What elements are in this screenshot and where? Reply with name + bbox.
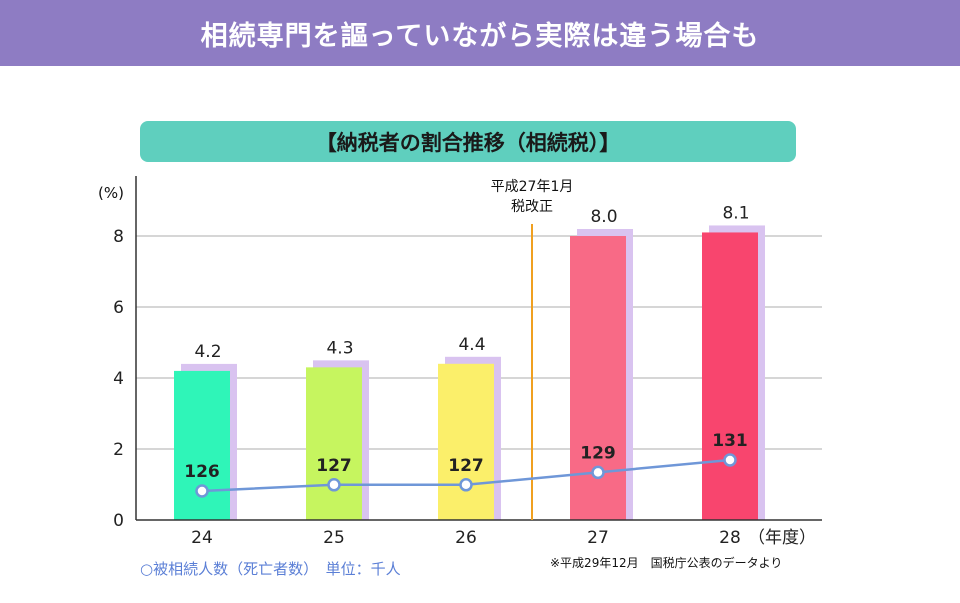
chart-title-box: 【納税者の割合推移（相続税）】 — [140, 121, 796, 162]
y-tick-label: 8 — [113, 227, 124, 247]
x-tick-label: 24 — [191, 528, 213, 548]
bar-value-label: 4.2 — [194, 342, 221, 362]
header-bar: 相続専門を謳っていながら実際は違う場合も — [0, 0, 960, 66]
reform-annotation-line1: 平成27年1月 — [491, 179, 574, 195]
decedent-point — [591, 465, 605, 480]
y-tick-label: 4 — [113, 369, 124, 389]
chart-title: 【納税者の割合推移（相続税）】 — [315, 130, 621, 155]
decedent-value-label: 129 — [580, 443, 616, 463]
bar — [702, 232, 758, 520]
x-unit-label: （年度） — [748, 528, 816, 548]
decedent-value-label: 127 — [316, 456, 352, 476]
page-title: 相続専門を謳っていながら実際は違う場合も — [200, 20, 760, 52]
decedent-point — [459, 478, 473, 492]
x-tick-label: 27 — [587, 528, 609, 548]
decedent-value-label: 131 — [712, 431, 748, 451]
y-tick-label: 2 — [113, 440, 124, 460]
x-tick-label: 28 — [719, 528, 741, 548]
decedent-point — [327, 478, 341, 492]
source-note: ※平成29年12月 国税庁公表のデータより — [550, 556, 783, 570]
line-legend: ○被相続人数（死亡者数） 単位：千人 — [140, 560, 401, 578]
reform-annotation-line2: 税改正 — [511, 199, 553, 215]
bar-value-label: 4.4 — [458, 335, 485, 355]
x-tick-label: 25 — [323, 528, 345, 548]
bar-value-label: 8.1 — [722, 203, 749, 223]
y-tick-label: 6 — [113, 298, 124, 318]
bar — [306, 367, 362, 520]
bar — [438, 363, 494, 520]
decedent-value-label: 126 — [184, 462, 220, 482]
decedent-point — [195, 484, 209, 498]
x-tick-label: 26 — [455, 528, 477, 548]
y-tick-label: 0 — [113, 511, 124, 531]
bar-value-label: 4.3 — [326, 338, 353, 358]
bar-value-label: 8.0 — [590, 207, 617, 227]
y-axis-label: (%) — [98, 184, 124, 202]
decedent-value-label: 127 — [448, 456, 484, 476]
decedent-point — [723, 453, 737, 467]
